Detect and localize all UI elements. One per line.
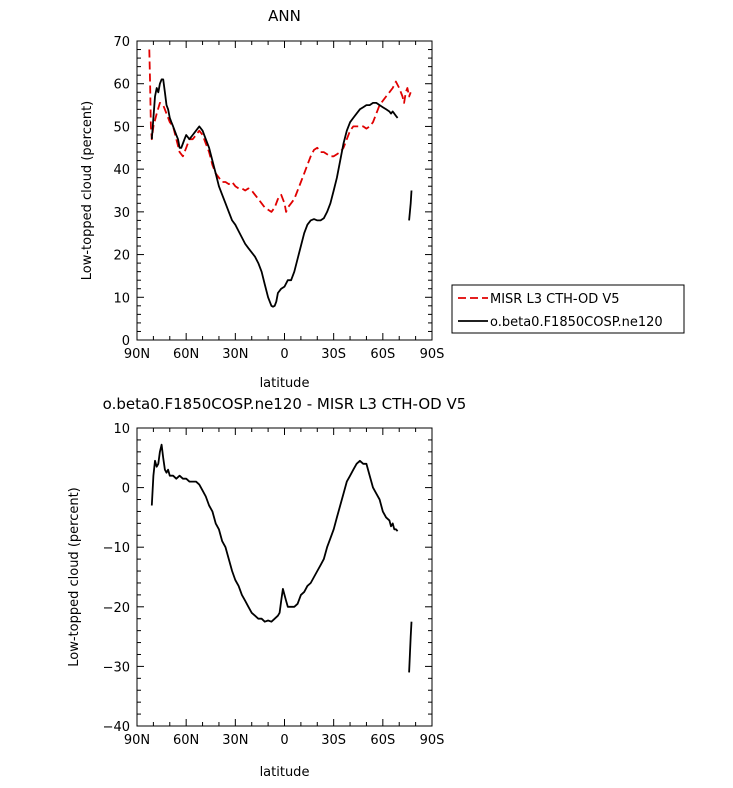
chart-2-xtick-label: 0 — [280, 733, 288, 748]
chart-1-legend-label-1: MISR L3 CTH-OD V5 — [490, 292, 620, 307]
chart-1-xtick-label: 30S — [321, 347, 346, 362]
chart-1-xlabel: latitude — [260, 376, 310, 391]
chart-1-ytick-label: 0 — [122, 334, 130, 349]
chart-2-title: o.beta0.F1850COSP.ne120 - MISR L3 CTH-OD… — [103, 395, 467, 413]
chart-1-legend-box — [451, 284, 685, 334]
chart-1-ytick-label: 10 — [113, 291, 130, 306]
chart-1-series-2-line — [150, 78, 399, 308]
chart-2-series-1-line — [408, 621, 413, 673]
chart-2-xtick-label: 90S — [420, 733, 445, 748]
chart-2-ytick-label: −40 — [103, 720, 130, 735]
chart-2-ytick-label: −20 — [103, 601, 130, 616]
chart-1-ytick-label: 20 — [113, 249, 130, 264]
chart-1-ytick-label: 30 — [113, 206, 130, 221]
chart-1-ytick-label: 60 — [113, 78, 130, 93]
chart-1-ylabel: Low-topped cloud (percent) — [80, 101, 95, 281]
chart-1-xtick-label: 30N — [222, 347, 248, 362]
chart-2-ytick-label: 10 — [113, 422, 130, 437]
chart-1-xtick-label: 0 — [280, 347, 288, 362]
chart-2-ylabel: Low-topped cloud (percent) — [67, 487, 82, 667]
chart-1-series-group — [148, 49, 413, 308]
chart-1-xtick-label: 90N — [124, 347, 150, 362]
chart-2-xtick-label: 30N — [222, 733, 248, 748]
chart-1-ytick-label: 40 — [113, 163, 130, 178]
chart-1-ytick-label: 70 — [113, 35, 130, 50]
chart-1-series-2-line — [408, 190, 413, 221]
chart-1-ytick-label: 50 — [113, 120, 130, 135]
chart-2-xtick-label: 60N — [173, 733, 199, 748]
chart-1-plot-frame — [136, 40, 433, 341]
chart-2-series-1-line — [150, 443, 399, 623]
chart-1-xtick-label: 90S — [420, 347, 445, 362]
chart-1-series-1-line — [148, 49, 412, 213]
chart-2-ytick-label: −30 — [103, 660, 130, 675]
chart-1-xtick-label: 60N — [173, 347, 199, 362]
chart-1-xtick-label: 60S — [370, 347, 395, 362]
chart-2-xtick-label: 60S — [370, 733, 395, 748]
chart-2-ytick-label: 0 — [122, 482, 130, 497]
chart-2-xtick-label: 30S — [321, 733, 346, 748]
chart-2-xlabel: latitude — [260, 765, 310, 780]
chart-2-xtick-label: 90N — [124, 733, 150, 748]
chart-2-plot-frame — [136, 427, 433, 727]
chart-2-ytick-label: −10 — [103, 541, 130, 556]
chart-2-series-group — [150, 443, 413, 673]
chart-1-legend-label-2: o.beta0.F1850COSP.ne120 — [490, 315, 663, 330]
chart-1-title: ANN — [268, 7, 301, 25]
